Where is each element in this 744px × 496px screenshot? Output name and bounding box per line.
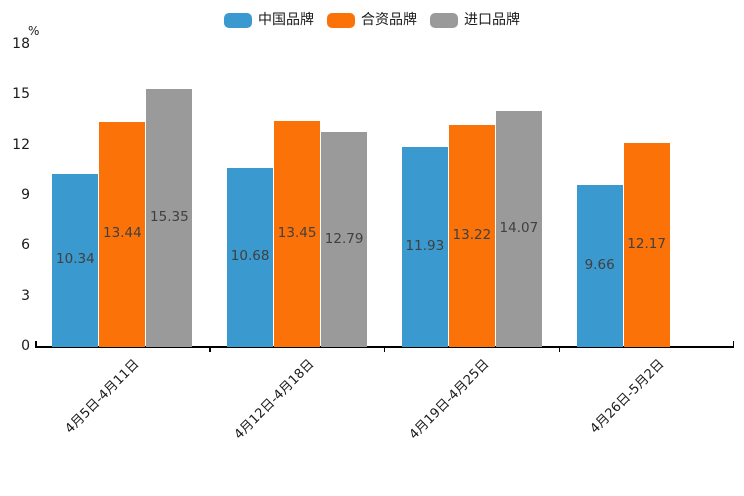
bar-value-label: 10.68	[230, 248, 270, 265]
y-tick-label: 3	[21, 287, 30, 304]
legend-item-2[interactable]: 进口品牌	[430, 11, 520, 29]
legend-swatch-icon	[327, 12, 355, 28]
bar-value-label: 14.07	[499, 219, 539, 236]
bar	[623, 142, 670, 347]
y-tick-label: 9	[21, 187, 30, 203]
axis-end-tick	[732, 341, 734, 347]
x-tick-label: 4月19日-4月25日	[406, 356, 493, 443]
legend-swatch-icon	[224, 12, 252, 28]
x-tick-label: 4月12日-4月18日	[231, 356, 318, 443]
bar-value-label: 9.66	[584, 256, 615, 273]
legend-item-label: 中国品牌	[258, 12, 314, 28]
axis-tick	[558, 347, 560, 352]
bar-value-label: 11.93	[405, 237, 445, 254]
bar-value-label: 13.22	[452, 227, 492, 244]
bar	[321, 132, 368, 347]
axis-tick	[209, 347, 211, 352]
bar	[274, 121, 321, 347]
y-axis-unit-label: %	[28, 24, 40, 38]
legend-item-label: 合资品牌	[361, 12, 417, 28]
y-tick-label: 6	[21, 237, 30, 254]
legend-item-1[interactable]: 合资品牌	[327, 11, 417, 29]
x-tick-label: 4月26日-5月2日	[587, 356, 668, 437]
y-tick-label: 0	[21, 338, 30, 354]
bar	[401, 146, 448, 347]
axis-end-tick	[35, 341, 37, 347]
legend: 中国品牌 合资品牌 进口品牌	[0, 11, 744, 29]
bar	[576, 184, 623, 347]
y-tick-label: 12	[12, 136, 30, 153]
bar-value-label: 12.17	[627, 235, 666, 252]
y-tick-label: 18	[12, 36, 30, 52]
bar	[146, 89, 193, 347]
bar-value-label: 13.44	[103, 225, 142, 242]
bar-value-label: 15.35	[150, 209, 189, 226]
legend-swatch-icon	[430, 12, 458, 28]
bar	[99, 121, 146, 347]
bar-value-label: 10.34	[56, 251, 95, 268]
x-tick-label: 4月5日-4月11日	[62, 356, 143, 437]
legend-item-label: 进口品牌	[464, 12, 520, 28]
y-tick-label: 15	[12, 86, 30, 103]
bar	[448, 125, 495, 347]
bar	[227, 167, 274, 347]
bar-value-label: 13.45	[277, 225, 317, 242]
axis-tick	[383, 347, 386, 352]
bar-value-label: 12.79	[324, 230, 364, 247]
bar	[495, 110, 542, 347]
legend-item-0[interactable]: 中国品牌	[224, 11, 314, 29]
bar	[52, 173, 99, 347]
